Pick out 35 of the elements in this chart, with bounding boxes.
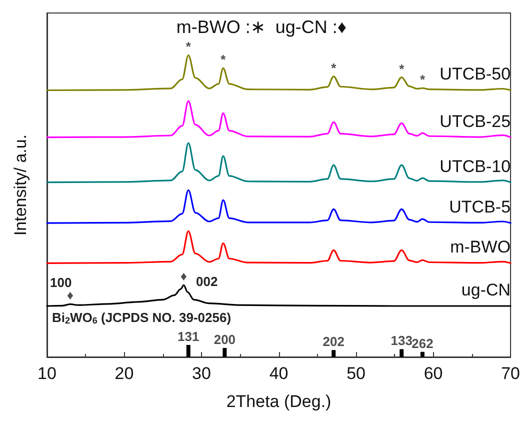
series-label: m-BWO <box>450 238 511 257</box>
annotation: 200 <box>214 332 236 347</box>
annotation: 262 <box>412 336 434 351</box>
annotation: * <box>186 39 192 54</box>
annotation: ♦ <box>180 268 188 284</box>
annotation: 133 <box>390 333 412 348</box>
annotation: ♦ <box>66 287 74 302</box>
annotation: * <box>420 72 426 88</box>
series-label: UTCB-50 <box>440 64 511 84</box>
y-axis-title: Intensity/ a.u. <box>11 134 30 236</box>
annotation: 100 <box>50 275 72 290</box>
text: m-BWO :∗ ug-CN :♦ <box>176 17 347 37</box>
bar <box>186 344 190 357</box>
series-label: UTCB-10 <box>440 156 511 176</box>
series-label: UTCB-25 <box>440 112 511 131</box>
series-label: ug-CN <box>461 280 511 300</box>
x-tick-label: 40 <box>269 364 288 383</box>
bar <box>222 348 227 357</box>
x-axis-title: 2Theta (Deg.) <box>226 392 332 411</box>
x-tick-label: 20 <box>114 364 134 383</box>
x-tick-label: 60 <box>424 364 443 383</box>
annotation: * <box>331 60 338 76</box>
series-label: UTCB-5 <box>449 198 511 217</box>
annotation: 202 <box>322 334 344 350</box>
bar <box>332 350 336 357</box>
annotation: 002 <box>196 274 218 289</box>
annotation: * <box>399 61 406 76</box>
bar <box>400 349 404 357</box>
bar <box>420 352 424 357</box>
annotation: 131 <box>178 328 200 344</box>
x-tick-label: 70 <box>501 364 520 383</box>
x-tick-label: 10 <box>38 364 56 383</box>
x-tick-label: 30 <box>192 364 211 383</box>
annotation: * <box>220 52 227 68</box>
x-tick-label: 50 <box>346 364 366 383</box>
